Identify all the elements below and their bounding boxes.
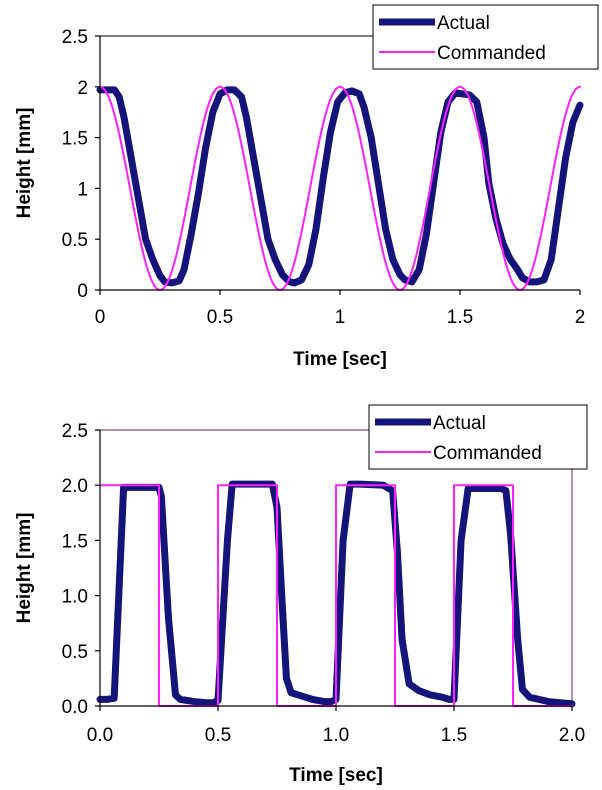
- x-axis-title: Time [sec]: [289, 765, 383, 786]
- legend-label-commanded: Commanded: [433, 443, 542, 464]
- x-tick-label: 0: [95, 307, 106, 328]
- series-layer: [96, 85, 584, 291]
- chart-sine: 0 0.5 1 1.5 2 0 0.5 1 1.5 2 2.5 Time [sec] Height …: [14, 4, 599, 370]
- chart-square: 0.0 0.5 1.0 1.5 2.0 0.0 0.5 1.0 1.5 2.0 2.5 Time […: [14, 404, 588, 786]
- legend-label-actual: Actual: [433, 413, 486, 434]
- x-tick-label: 0.5: [205, 725, 231, 746]
- y-tick-label: 0.0: [62, 697, 88, 718]
- y-tick-label: 1.0: [62, 587, 88, 608]
- tick-labels: 0 0.5 1 1.5 2 0 0.5 1 1.5 2 2.5: [62, 27, 586, 328]
- y-tick-label: 2.5: [62, 27, 88, 48]
- x-tick-label: 2.0: [559, 725, 585, 746]
- y-tick-label: 2: [77, 78, 88, 99]
- y-tick-label: 1.5: [62, 129, 88, 150]
- y-axis-title: Height [mm]: [14, 513, 35, 624]
- tick-labels: 0.0 0.5 1.0 1.5 2.0 0.0 0.5 1.0 1.5 2.0 2.5: [62, 421, 586, 746]
- y-tick-label: 0: [77, 281, 88, 302]
- legend: Actual Commanded: [372, 4, 599, 70]
- y-tick-label: 1.5: [62, 531, 88, 552]
- x-tick-label: 1.0: [323, 725, 349, 746]
- y-tick-label: 2.5: [62, 421, 88, 442]
- y-tick-label: 1: [77, 179, 88, 200]
- x-tick-label: 1.5: [441, 725, 467, 746]
- x-tick-label: 2: [575, 307, 586, 328]
- series-line-commanded: [99, 85, 581, 291]
- y-tick-label: 0.5: [62, 230, 88, 251]
- legend-label-actual: Actual: [437, 13, 490, 34]
- legend-label-commanded: Commanded: [437, 43, 546, 64]
- legend-box: [368, 404, 588, 470]
- x-tick-label: 0.5: [207, 307, 233, 328]
- legend-box: [372, 4, 599, 70]
- y-tick-label: 0.5: [62, 642, 88, 663]
- legend: Actual Commanded: [368, 404, 588, 470]
- y-tick-label: 2.0: [62, 476, 88, 497]
- x-tick-label: 0.0: [87, 725, 113, 746]
- x-axis-title: Time [sec]: [293, 349, 387, 370]
- x-tick-label: 1: [335, 307, 346, 328]
- series-layer: [96, 480, 576, 708]
- series-line-actual: [96, 86, 584, 287]
- x-tick-label: 1.5: [447, 307, 473, 328]
- y-axis-title: Height [mm]: [14, 108, 35, 219]
